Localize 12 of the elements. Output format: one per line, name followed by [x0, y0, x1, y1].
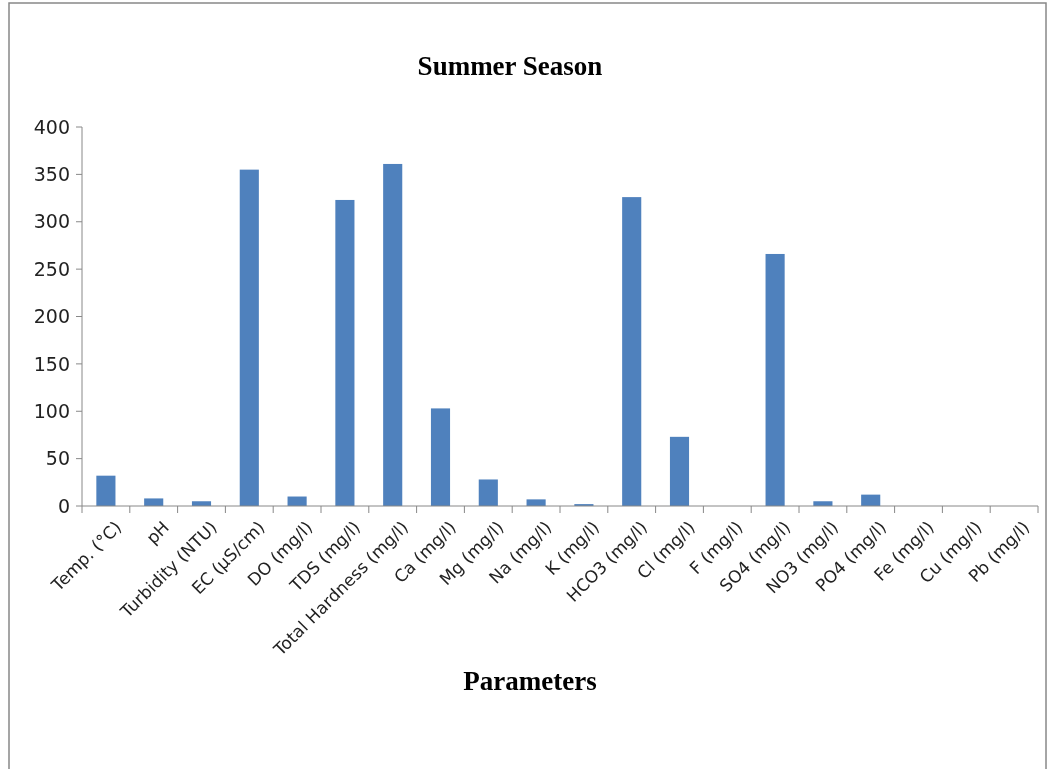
y-tick-label: 250 — [33, 257, 70, 280]
y-tick-label: 400 — [33, 115, 70, 138]
y-tick-label: 0 — [57, 494, 70, 517]
y-tick-label: 150 — [33, 352, 70, 375]
y-tick-label: 50 — [45, 447, 70, 470]
y-tick-label: 100 — [33, 399, 70, 422]
chart-title: Summer Season — [417, 51, 603, 81]
y-tick-label: 200 — [33, 305, 70, 328]
x-tick-label: pH — [142, 517, 173, 548]
y-tick-label: 350 — [33, 163, 70, 186]
x-axis-title: Parameters — [463, 666, 597, 696]
y-tick-label: 300 — [33, 210, 70, 233]
